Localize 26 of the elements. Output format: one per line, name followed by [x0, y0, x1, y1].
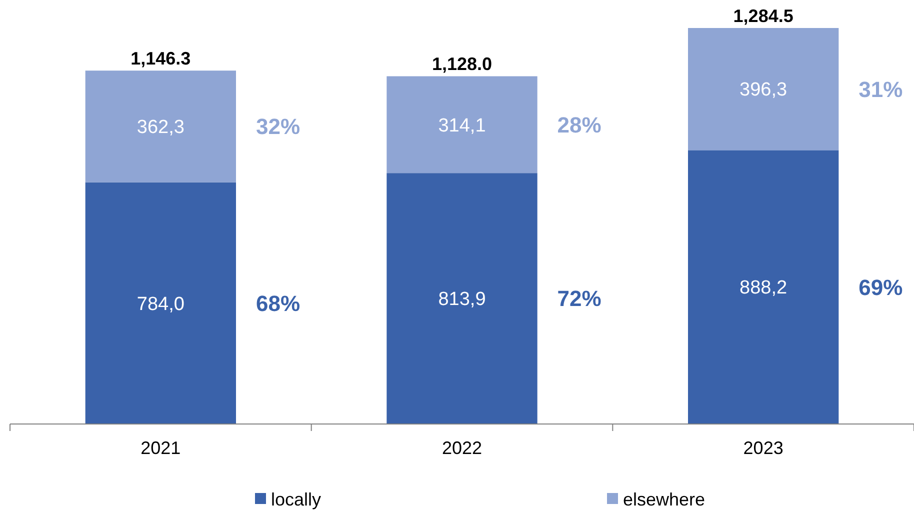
x-tick-label: 2022: [442, 438, 482, 458]
data-label: 314,1: [438, 115, 486, 136]
legend-label: locally: [271, 489, 322, 510]
bar: [85, 70, 236, 182]
annotation: 31%: [858, 76, 903, 102]
data-label: 396,3: [740, 80, 788, 101]
x-tick-label: 2021: [140, 438, 181, 458]
annotation: 68%: [256, 290, 300, 316]
data-label: 888,2: [740, 278, 788, 299]
annotation: 69%: [858, 274, 903, 300]
bar: [688, 28, 839, 150]
total-label: 1,146.3: [130, 48, 191, 69]
data-label: 813,9: [438, 289, 486, 310]
data-label: 362,3: [136, 117, 184, 138]
x-tick-label: 2023: [743, 438, 784, 458]
data-label: 784,0: [136, 294, 184, 315]
bar: [386, 173, 538, 424]
bar: [386, 76, 538, 174]
total-label: 1,284.5: [733, 6, 794, 26]
total-label: 1,128.0: [432, 54, 492, 74]
legend-label: elsewhere: [623, 489, 706, 510]
bar: [688, 150, 839, 424]
annotation: 32%: [256, 114, 300, 140]
annotation: 28%: [557, 112, 602, 138]
annotation: 72%: [557, 286, 602, 312]
bar: [85, 182, 236, 424]
